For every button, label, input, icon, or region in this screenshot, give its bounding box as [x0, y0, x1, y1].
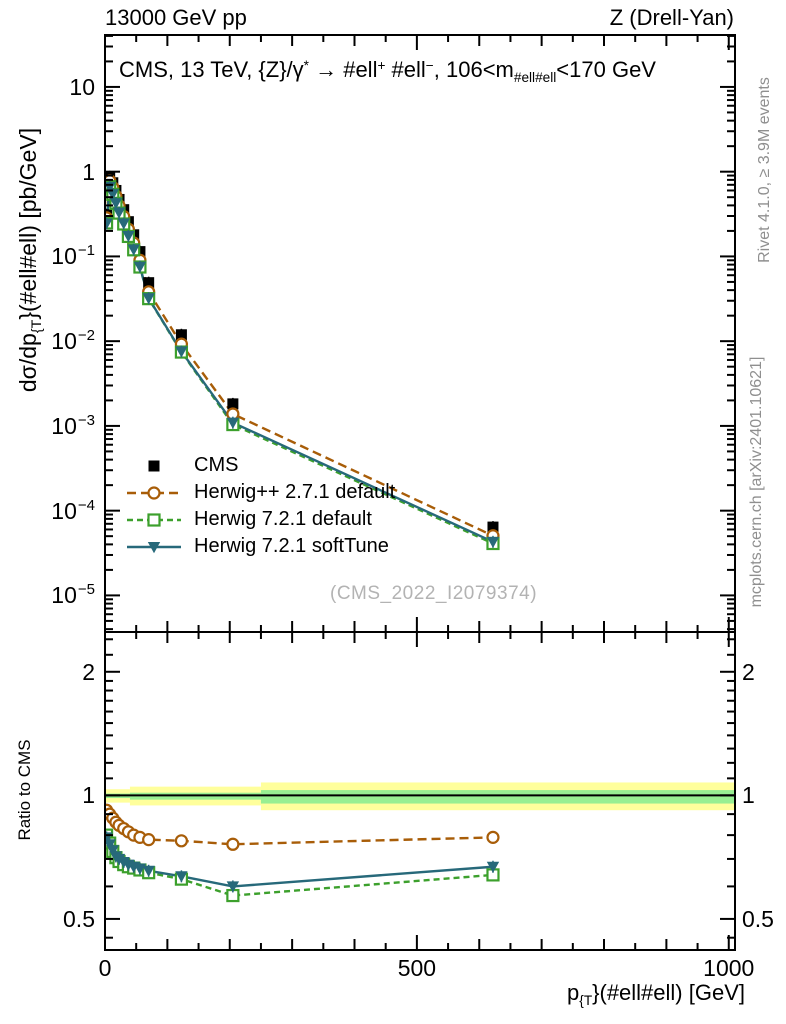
ratio-tick-label-left: 0.5 — [63, 905, 95, 932]
legend-label: Herwig 7.2.1 default — [194, 508, 372, 530]
y-tick-label: 10−1 — [51, 242, 95, 270]
legend-label: Herwig++ 2.7.1 default — [194, 481, 396, 503]
y-tick-label: 10 — [69, 73, 95, 100]
legend-marker-circle_open — [127, 485, 181, 500]
y-tick-label: 10−2 — [51, 327, 95, 355]
legend-item-cms: CMS — [126, 452, 395, 479]
ratio-tick-label-right: 1 — [742, 782, 755, 809]
rivet-version-note: Rivet 4.1.0, ≥ 3.9M events — [756, 77, 773, 263]
legend-item-herwig7_default: Herwig 7.2.1 default — [126, 506, 395, 533]
y-tick-label: 1 — [82, 158, 95, 185]
x-axis-title: p{T}(#ell#ell) [GeV] — [567, 980, 745, 1009]
ratio-tick-label-left: 1 — [82, 782, 95, 809]
ratio-tick-label-left: 2 — [82, 658, 95, 685]
panel-title: CMS, 13 TeV, {Z}/γ* → #ell+ #ell−, 106<m… — [119, 57, 656, 86]
legend-marker-triangle_down — [127, 541, 181, 553]
x-tick-label: 0 — [98, 955, 112, 981]
beam-energy-label: 13000 GeV pp — [105, 5, 247, 30]
analysis-id-watermark: (CMS_2022_I2079374) — [330, 583, 538, 604]
legend-marker-square_open — [127, 512, 181, 527]
y-axis-title: dσ/dp{T}(#ell#ell) [pb/GeV] — [15, 127, 46, 393]
process-label: Z (Drell-Yan) — [609, 5, 734, 30]
legend-item-herwigpp: Herwig++ 2.7.1 default — [126, 479, 395, 506]
legend-label: CMS — [194, 454, 239, 476]
x-tick-label: 1000 — [703, 955, 755, 981]
x-tick-label: 500 — [397, 955, 437, 981]
legend: CMS Herwig++ 2.7.1 default Herwig 7.2.1 de… — [126, 452, 395, 560]
y-tick-label: 10−3 — [51, 411, 95, 439]
y-tick-label: 10−4 — [51, 496, 95, 524]
legend-marker-square_filled — [148, 460, 160, 471]
y-tick-label: 10−5 — [51, 581, 95, 609]
ratio-tick-label-right: 0.5 — [742, 905, 774, 932]
mcplots-arxiv-note: mcplots.cern.ch [arXiv:2401.10621] — [748, 356, 765, 608]
ratio-tick-label-right: 2 — [742, 658, 755, 685]
legend-item-herwig7_soft: Herwig 7.2.1 softTune — [126, 533, 395, 560]
ratio-axis-title: Ratio to CMS — [15, 739, 34, 841]
legend-label: Herwig 7.2.1 softTune — [194, 535, 389, 557]
